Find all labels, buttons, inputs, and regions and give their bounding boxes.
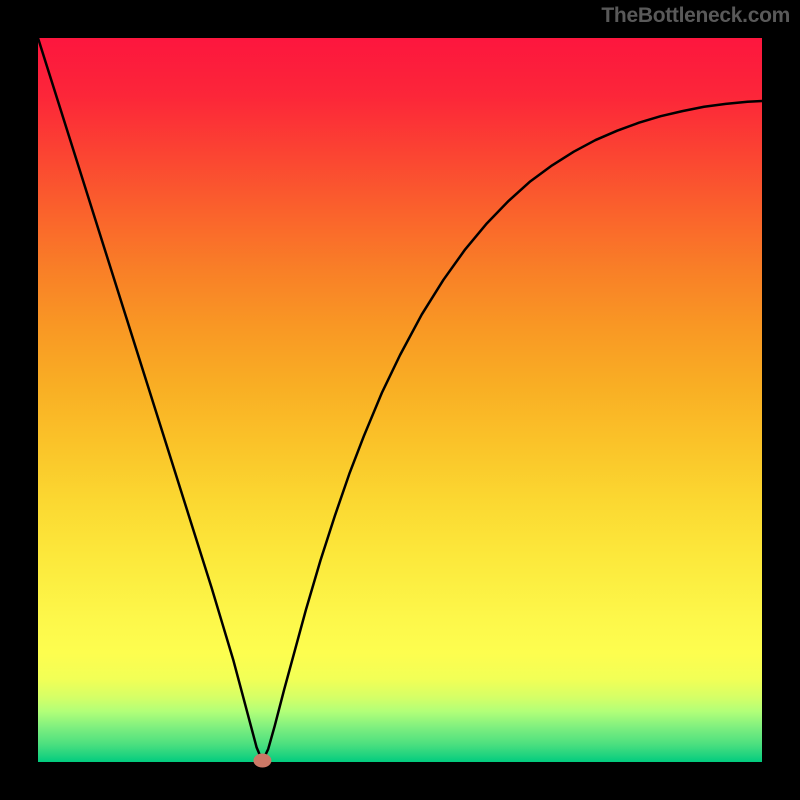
bottleneck-chart	[0, 0, 800, 800]
watermark-label: TheBottleneck.com	[601, 4, 790, 28]
minimum-marker	[253, 754, 271, 768]
chart-svg	[0, 0, 800, 800]
gradient-background	[38, 38, 762, 762]
